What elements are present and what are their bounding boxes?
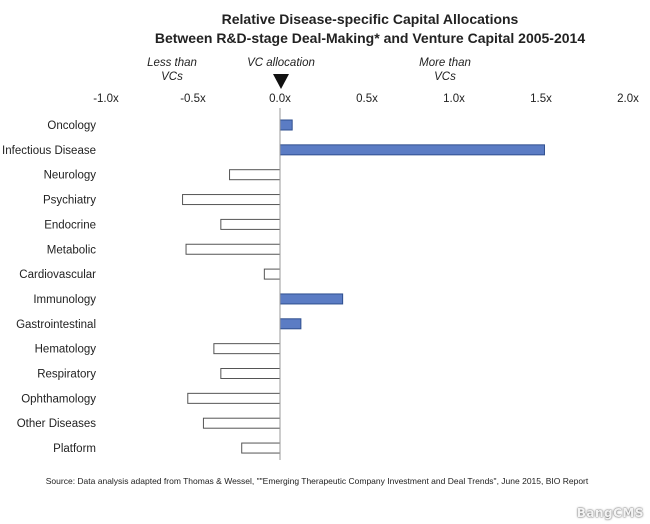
category-label: Gastrointestinal bbox=[16, 319, 96, 331]
bar bbox=[229, 169, 281, 181]
annotations: Less than VCs VC allocation More than VC… bbox=[147, 57, 471, 89]
annotation-more-than-line-2: VCs bbox=[434, 71, 456, 83]
x-tick-label: 1.0x bbox=[443, 93, 465, 105]
bar bbox=[187, 392, 281, 404]
chart-title-line-1: Relative Disease-specific Capital Alloca… bbox=[222, 11, 519, 27]
bar bbox=[182, 194, 281, 206]
x-axis: -1.0x -0.5x 0.0x 0.5x 1.0x 1.5x 2.0x bbox=[93, 93, 639, 105]
bar bbox=[213, 343, 281, 355]
bar bbox=[185, 243, 281, 255]
bar bbox=[279, 144, 545, 156]
x-tick-label: 2.0x bbox=[617, 93, 639, 105]
x-tick-label: 1.5x bbox=[530, 93, 552, 105]
bar bbox=[279, 119, 293, 131]
category-label: Infectious Disease bbox=[2, 145, 96, 157]
bars bbox=[182, 119, 545, 454]
category-label: Immunology bbox=[33, 294, 96, 306]
source-note: Source: Data analysis adapted from Thoma… bbox=[46, 476, 589, 486]
category-label: Cardiovascular bbox=[19, 269, 96, 281]
x-tick-label: 0.0x bbox=[269, 93, 291, 105]
chart-title-line-2: Between R&D-stage Deal-Making* and Ventu… bbox=[155, 30, 585, 46]
bar bbox=[241, 442, 281, 454]
annotation-vc-allocation: VC allocation bbox=[247, 57, 315, 69]
category-label: Psychiatry bbox=[43, 195, 96, 207]
annotation-more-than-line-1: More than bbox=[419, 57, 471, 69]
category-label: Endocrine bbox=[44, 219, 96, 231]
category-labels: Oncology Infectious Disease Neurology Psych… bbox=[2, 120, 96, 455]
x-tick-label: -0.5x bbox=[180, 93, 206, 105]
category-label: Other Diseases bbox=[17, 418, 97, 430]
category-label: Hematology bbox=[35, 344, 97, 356]
x-tick-label: 0.5x bbox=[356, 93, 378, 105]
chart-title: Relative Disease-specific Capital Alloca… bbox=[155, 11, 585, 46]
annotation-less-than-line-1: Less than bbox=[147, 57, 197, 69]
annotation-less-than-line-2: VCs bbox=[161, 71, 183, 83]
category-label: Oncology bbox=[47, 120, 96, 132]
watermark-logo: BangCMS bbox=[576, 506, 644, 520]
bar bbox=[202, 417, 281, 429]
bar bbox=[279, 293, 344, 305]
category-label: Ophthamology bbox=[21, 393, 96, 405]
category-label: Neurology bbox=[44, 170, 97, 182]
bar bbox=[263, 268, 281, 280]
vc-allocation-arrow-icon bbox=[273, 74, 289, 89]
category-label: Respiratory bbox=[37, 369, 96, 381]
x-tick-label: -1.0x bbox=[93, 93, 119, 105]
category-label: Metabolic bbox=[47, 244, 96, 256]
bar bbox=[220, 218, 281, 230]
category-label: Platform bbox=[53, 443, 96, 455]
bar bbox=[220, 368, 281, 379]
bar bbox=[279, 318, 302, 330]
